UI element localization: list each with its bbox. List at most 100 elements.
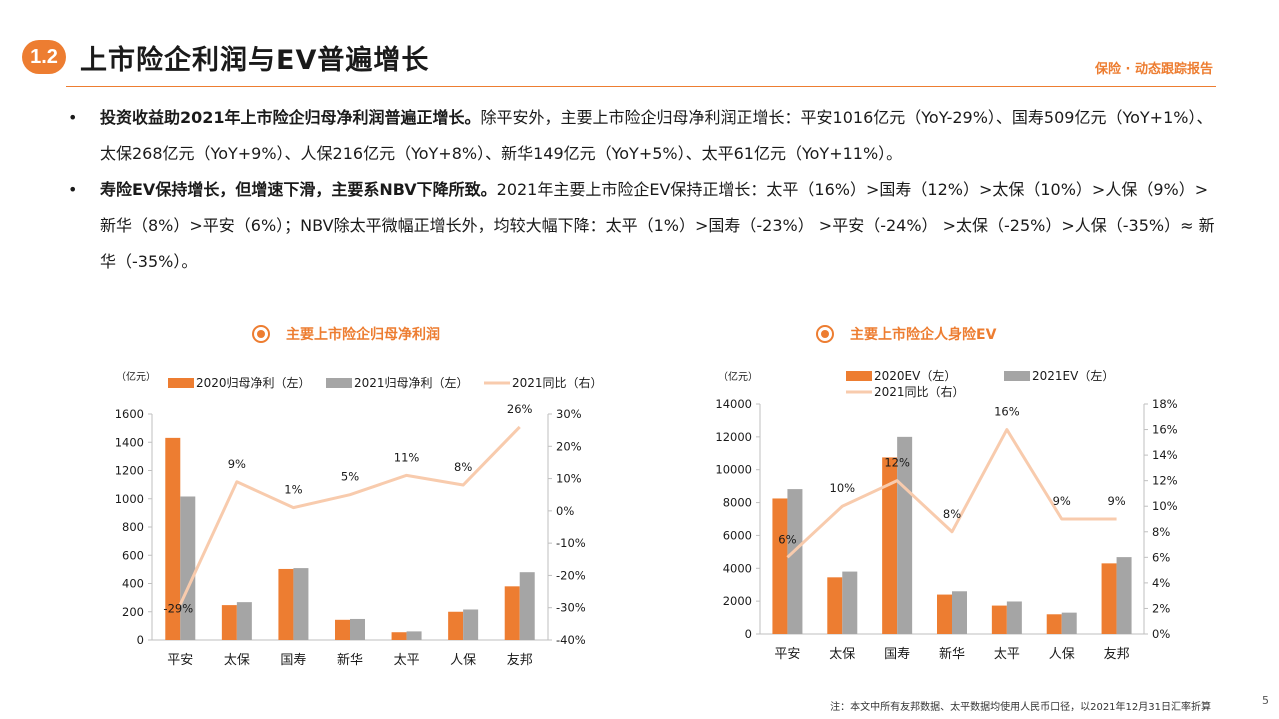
target-icon	[816, 325, 834, 343]
bar-2020	[937, 594, 952, 634]
bar-2020	[504, 586, 520, 640]
bullet-text: 投资收益助2021年上市险企归母净利润普遍正增长。除平安外，主要上市险企归母净利…	[100, 100, 1216, 172]
target-icon	[252, 325, 270, 343]
bullet-dot-icon: •	[68, 108, 78, 127]
report-tag: 保险 · 动态跟踪报告	[1095, 62, 1213, 77]
profit-chart: 0 200 400 600 800 1000 1200 1400 1600 -40% -30% -20…	[115, 370, 603, 668]
y-tick-label: 1400	[115, 435, 144, 449]
x-tick-label: 新华	[939, 646, 965, 662]
unit-label: （亿元）	[116, 370, 156, 383]
data-label: 5%	[341, 470, 359, 484]
data-label: 8%	[454, 460, 472, 474]
y2-tick-label: 4%	[1152, 576, 1170, 590]
legend-swatch	[846, 371, 872, 381]
y-tick-label: 14000	[715, 397, 752, 411]
y-tick-label: 600	[122, 548, 144, 562]
bar-2021	[787, 489, 803, 634]
bar-2021	[236, 602, 252, 640]
legend-swatch	[168, 378, 194, 388]
x-tick-label: 国寿	[884, 647, 910, 662]
y-tick-label: 1200	[115, 464, 144, 478]
x-tick-label: 太平	[394, 653, 420, 668]
y-tick-label: 12000	[715, 430, 752, 444]
bullet-item: • 寿险EV保持增长，但增速下滑，主要系NBV下降所致。2021年主要上市险企E…	[66, 172, 1216, 280]
y-tick-label: 10000	[715, 463, 752, 477]
bar-2020	[391, 632, 407, 640]
x-tick-label: 人保	[450, 653, 476, 668]
legend-swatch	[326, 378, 352, 388]
bar-2020	[278, 568, 294, 640]
bullet-lead: 投资收益助2021年上市险企归母净利润普遍正增长。	[100, 108, 481, 127]
y-tick-label: 400	[122, 577, 144, 591]
bar-2021	[293, 568, 309, 640]
yoy-line	[786, 428, 1117, 559]
data-label: 9%	[1053, 494, 1071, 508]
bar-2021	[952, 591, 967, 634]
page-title: 上市险企利润与EV普遍增长	[80, 45, 430, 76]
y2-tick-label: 12%	[1152, 474, 1178, 488]
legend-label: 2021归母净利（左）	[354, 375, 469, 390]
data-label: 16%	[994, 405, 1020, 419]
bar-2020	[1101, 563, 1117, 634]
y2-tick-label: -20%	[556, 568, 586, 582]
legend-label: 2021EV（左）	[1032, 368, 1114, 383]
y2-tick-label: 16%	[1152, 423, 1178, 437]
legend-label: 2021同比（右）	[874, 384, 965, 399]
chart-title-ev: 主要上市险企人身险EV	[816, 324, 996, 344]
y2-tick-label: 8%	[1152, 525, 1170, 539]
bar-2021	[519, 572, 535, 640]
bullet-dot-icon: •	[68, 180, 78, 199]
y-tick-label: 200	[122, 605, 144, 619]
x-tick-label: 太保	[829, 647, 855, 662]
bar-2020	[448, 611, 464, 640]
data-label: 9%	[1107, 494, 1125, 508]
bar-2021	[463, 609, 479, 640]
x-tick-label: 新华	[337, 652, 363, 668]
bullet-lead: 寿险EV保持增长，但增速下滑，主要系NBV下降所致。	[100, 180, 497, 199]
bar-2021	[1116, 557, 1132, 634]
y-tick-label: 4000	[723, 561, 752, 575]
y2-tick-label: 10%	[556, 472, 582, 486]
y2-tick-label: 10%	[1152, 499, 1178, 513]
bar-2021	[842, 571, 858, 634]
y2-tick-label: 14%	[1152, 448, 1178, 462]
bar-2021	[1006, 601, 1022, 634]
legend-label: 2020EV（左）	[874, 368, 956, 383]
bar-2020	[221, 605, 237, 640]
bullet-text: 寿险EV保持增长，但增速下滑，主要系NBV下降所致。2021年主要上市险企EV保…	[100, 172, 1216, 280]
bar-2021	[406, 631, 422, 640]
y-tick-label: 2000	[723, 594, 752, 608]
data-label: 8%	[943, 507, 961, 521]
unit-label: （亿元）	[718, 370, 758, 383]
data-label: -29%	[163, 601, 193, 615]
y2-tick-label: 2%	[1152, 601, 1170, 615]
bar-2021	[180, 496, 196, 640]
bar-2021	[1061, 612, 1077, 634]
bullet-body: 2021年主要上市险企EV保持正增长：太平（16%）>国寿（12%）>太保（10…	[100, 180, 1215, 271]
chart-title-text: 主要上市险企人身险EV	[850, 327, 997, 343]
y2-tick-label: 18%	[1152, 397, 1178, 411]
page-number: 5	[1262, 694, 1269, 707]
y2-tick-label: 0%	[556, 504, 574, 518]
bar-2020	[1046, 614, 1062, 634]
y2-tick-label: 30%	[556, 407, 582, 421]
data-label: 26%	[507, 402, 533, 416]
bullet-item: • 投资收益助2021年上市险企归母净利润普遍正增长。除平安外，主要上市险企归母…	[66, 100, 1216, 172]
y2-tick-label: -30%	[556, 601, 586, 615]
x-tick-label: 平安	[167, 653, 193, 668]
section-badge: 1.2	[22, 40, 66, 74]
bullet-list: • 投资收益助2021年上市险企归母净利润普遍正增长。除平安外，主要上市险企归母…	[66, 100, 1216, 280]
y-tick-label: 1600	[115, 407, 144, 421]
bar-2020	[827, 577, 843, 634]
bar-2020	[772, 498, 788, 634]
x-tick-label: 友邦	[507, 652, 533, 668]
y-tick-label: 8000	[723, 496, 752, 510]
x-tick-label: 友邦	[1104, 646, 1130, 662]
data-label: 12%	[884, 456, 910, 470]
y2-tick-label: -40%	[556, 633, 586, 647]
bar-2020	[882, 457, 898, 634]
bullet-body: 除平安外，主要上市险企归母净利润正增长：平安1016亿元（YoY-29%）、国寿…	[100, 108, 1213, 163]
y2-tick-label: 20%	[556, 439, 582, 453]
header-divider	[66, 86, 1216, 87]
chart-title-profit: 主要上市险企归母净利润	[252, 324, 440, 344]
